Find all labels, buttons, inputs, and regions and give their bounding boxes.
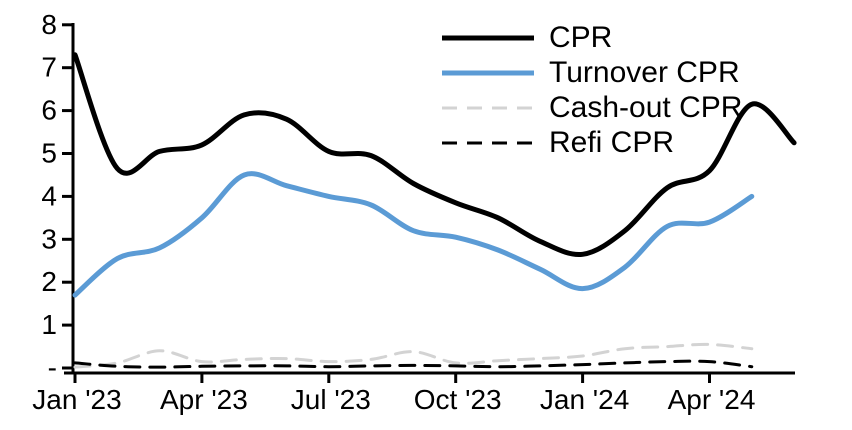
- series-line-refi-cpr: [73, 359, 754, 369]
- legend-swatch-cash-out-cpr: [442, 106, 534, 109]
- y-tick-label: 4: [41, 180, 57, 211]
- y-tick-label: 3: [41, 223, 57, 254]
- legend-item-turnover-cpr: Turnover CPR: [440, 55, 742, 90]
- x-tick-label: Apr '24: [668, 384, 756, 415]
- series-line-turnover-cpr: [72, 171, 755, 298]
- series-line-cash-out-cpr: [73, 342, 754, 369]
- legend-label-refi-cpr: Refi CPR: [549, 125, 675, 159]
- legend-swatch-cpr: [442, 35, 534, 40]
- chart-legend: CPR Turnover CPR Cash-out CPR Refi CPR: [440, 20, 742, 160]
- x-tick-label: Jan '24: [540, 384, 629, 415]
- y-tick-label: 2: [41, 266, 57, 297]
- legend-swatch-turnover-cpr: [442, 70, 534, 75]
- legend-label-cash-out-cpr: Cash-out CPR: [549, 90, 743, 124]
- legend-swatch-refi-cpr: [442, 141, 534, 144]
- legend-item-cpr: CPR: [440, 20, 742, 55]
- legend-item-refi-cpr: Refi CPR: [440, 125, 742, 160]
- y-tick-label: 6: [41, 95, 57, 126]
- x-tick-label: Jan '23: [32, 384, 121, 415]
- x-tick-label: Jul '23: [291, 384, 371, 415]
- x-tick-label: Apr '23: [160, 384, 248, 415]
- legend-label-cpr: CPR: [549, 20, 613, 54]
- y-tick-label: 7: [41, 52, 57, 83]
- y-tick-label: 5: [41, 138, 57, 169]
- y-tick-label: 8: [41, 9, 57, 40]
- series-line-cpr: [72, 52, 797, 258]
- legend-label-turnover-cpr: Turnover CPR: [549, 55, 740, 89]
- y-tick-label: -: [48, 352, 57, 383]
- y-tick-label: 1: [41, 309, 57, 340]
- x-tick-label: Oct '23: [414, 384, 502, 415]
- legend-item-cash-out-cpr: Cash-out CPR: [440, 90, 742, 125]
